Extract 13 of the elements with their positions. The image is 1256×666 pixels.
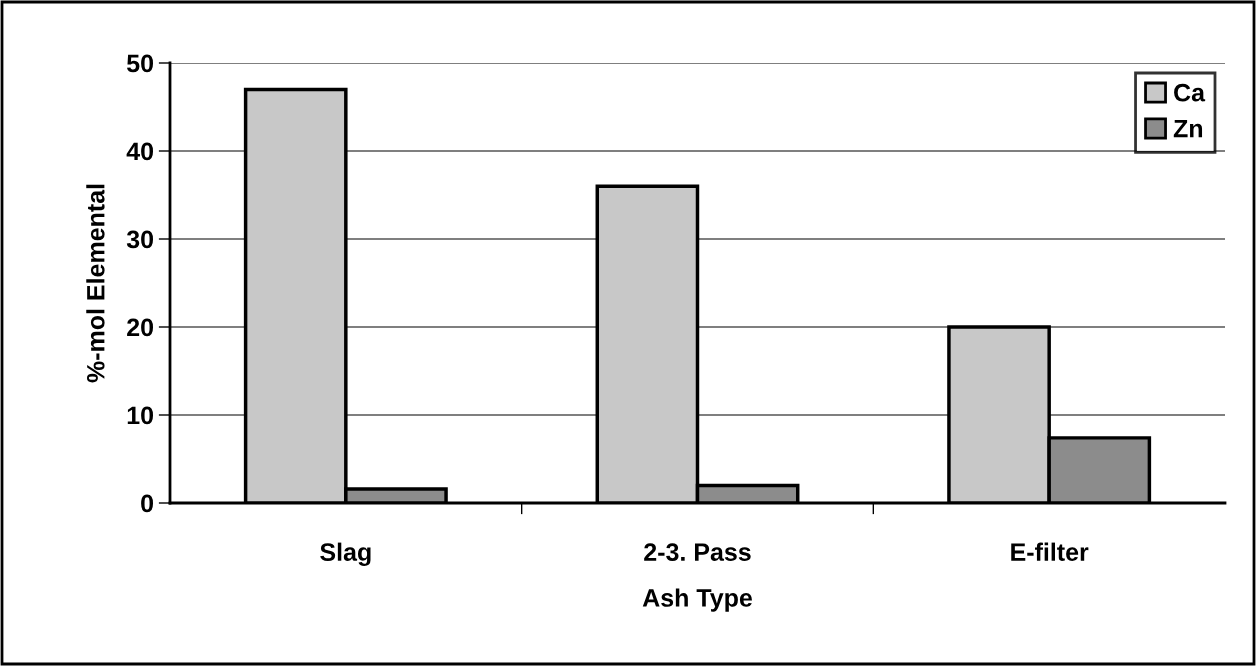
- legend-label: Zn: [1173, 119, 1203, 138]
- y-tick-label: 30: [126, 230, 154, 249]
- x-tick-label: 2-3. Pass: [644, 543, 751, 561]
- x-tick-label: Slag: [320, 542, 371, 567]
- x-axis-title: Ash Type: [642, 588, 752, 612]
- y-tick-label: 0: [141, 494, 153, 513]
- y-tick-label: 50: [126, 54, 154, 73]
- y-tick-label: 20: [127, 318, 154, 337]
- y-axis-title: %-mol Elemental: [86, 184, 105, 383]
- y-tick-label: 10: [127, 406, 154, 425]
- legend-label: Ca: [1174, 83, 1206, 102]
- y-tick-label: 40: [126, 142, 154, 161]
- x-tick-label: E-filter: [1011, 542, 1089, 561]
